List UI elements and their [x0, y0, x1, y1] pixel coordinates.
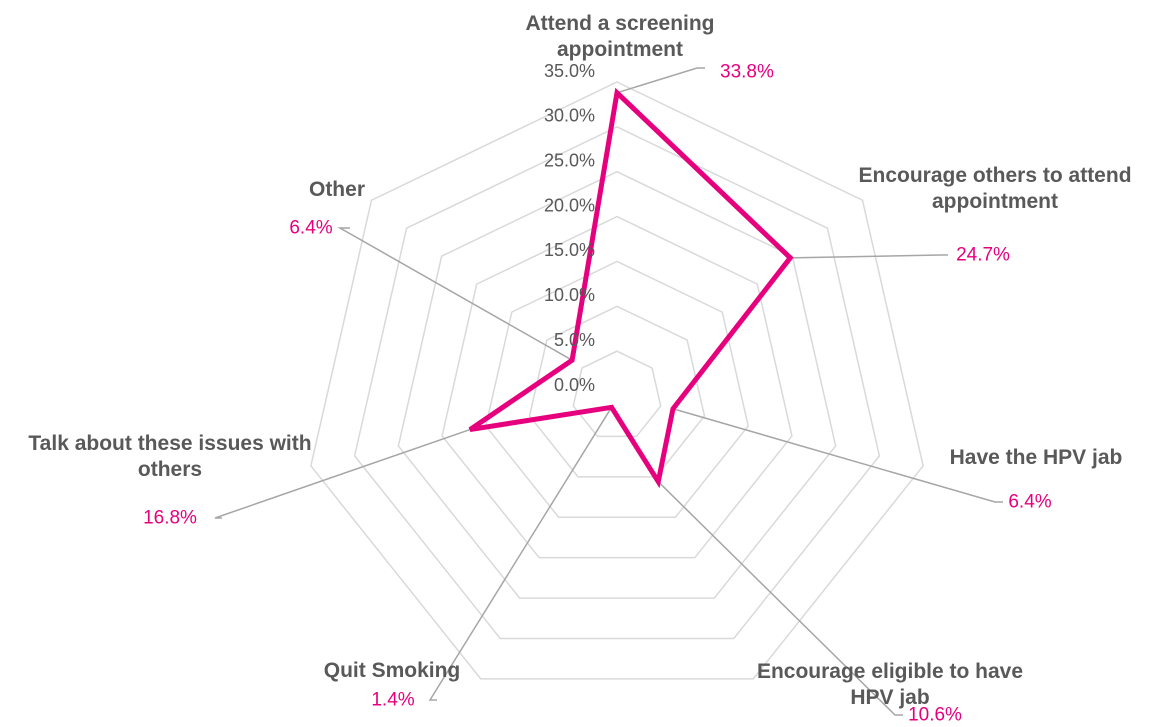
leader-line: [672, 408, 1003, 503]
category-label: Talk about these issues with others: [28, 432, 312, 481]
grid-ring: [310, 81, 924, 680]
grid-ring: [397, 170, 837, 599]
leader-line: [428, 406, 613, 701]
category-label: Quit Smoking: [323, 659, 461, 682]
y-tick-label: 10.0%: [544, 285, 595, 305]
value-label: 6.4%: [1008, 491, 1052, 513]
grid-ring: [353, 126, 881, 640]
y-tick-label: 20.0%: [544, 195, 595, 215]
grid-ring: [484, 260, 750, 518]
leader-line: [214, 428, 471, 519]
category-label: Encourage eligible to have HPV jab: [756, 660, 1024, 709]
category-label: Encourage others to attend appointment: [858, 164, 1132, 213]
grid-ring: [572, 350, 662, 438]
value-label: 24.7%: [956, 244, 1010, 266]
category-label: Attend a screening appointment: [525, 12, 715, 61]
value-label: 16.8%: [143, 507, 197, 529]
y-tick-label: 0.0%: [554, 375, 595, 395]
y-tick-label: 35.0%: [544, 61, 595, 81]
data-line: [468, 87, 794, 489]
value-label: 10.6%: [908, 704, 962, 726]
value-label: 6.4%: [289, 217, 333, 239]
y-tick-label: 15.0%: [544, 240, 595, 260]
leader-line: [337, 227, 573, 361]
grid-ring: [528, 305, 706, 478]
y-tick-label: 30.0%: [544, 106, 595, 126]
category-label: Have the HPV jab: [949, 446, 1123, 469]
y-tick-label: 25.0%: [544, 150, 595, 170]
category-label: Other: [308, 178, 365, 201]
leader-line: [657, 481, 903, 716]
leader-line: [790, 254, 948, 259]
y-tick-label: 5.0%: [554, 330, 595, 350]
leader-line: [616, 67, 705, 94]
value-label: 1.4%: [371, 689, 415, 711]
value-label: 33.8%: [720, 61, 774, 83]
grid-ring: [441, 215, 793, 559]
